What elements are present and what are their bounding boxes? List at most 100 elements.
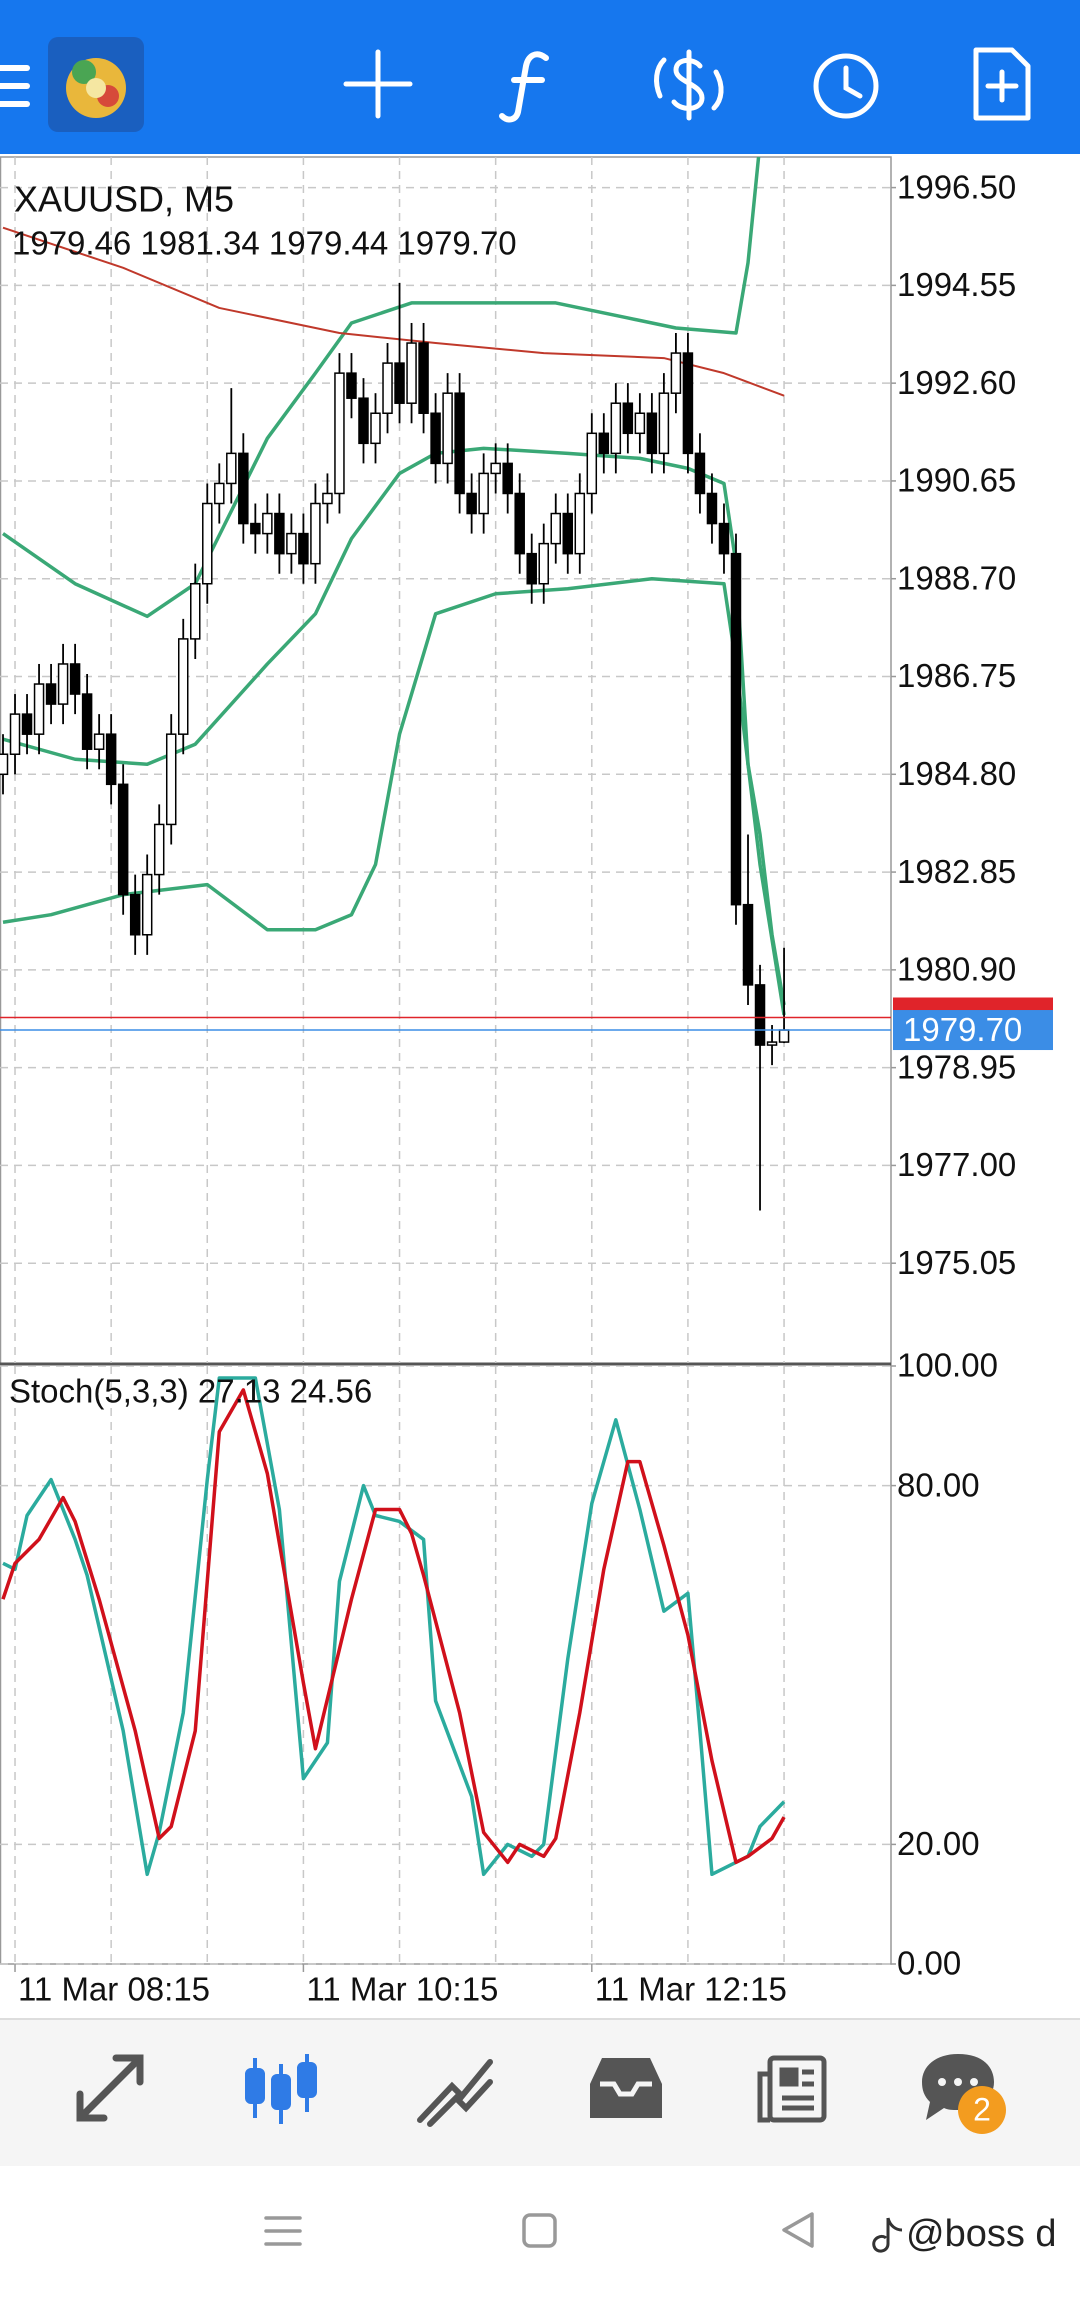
x-tick-label: 11 Mar 12:15 <box>595 1971 787 2008</box>
candle-body <box>9 713 21 755</box>
stoch-line <box>1 1388 786 1865</box>
candle-body <box>538 542 549 585</box>
candle-body <box>57 663 69 705</box>
candle-body <box>190 582 201 640</box>
stoch-panel: 100.00 80.00 20.00 0.00 11 Mar 08:15 11 Mar 1… <box>0 1347 998 2008</box>
candle-body <box>81 693 93 750</box>
candle-body <box>742 903 754 986</box>
candle-body <box>454 392 465 495</box>
candle-body <box>262 512 273 535</box>
y-tick-label: 100.00 <box>897 1347 998 1384</box>
candle-body <box>490 462 501 475</box>
bottom-nav <box>0 2019 1080 2166</box>
candle-body <box>586 432 598 495</box>
badge <box>958 2086 1006 2134</box>
indicator-line <box>2 576 786 1016</box>
candle-body <box>718 522 730 555</box>
candle-body <box>274 512 285 555</box>
menu-button[interactable] <box>0 65 30 107</box>
y-tick-label: 1982.85 <box>897 853 1016 890</box>
app-logo[interactable] <box>48 37 144 132</box>
watermark: @boss d <box>872 2213 1057 2255</box>
system-nav <box>264 2212 814 2248</box>
candle-body <box>177 638 189 735</box>
candle-body <box>69 663 81 695</box>
recents-button[interactable] <box>264 2216 302 2246</box>
candle-body <box>129 893 141 936</box>
candle-body <box>0 753 9 776</box>
indicators-button[interactable] <box>499 51 549 123</box>
x-tick-label: 11 Mar 10:15 <box>306 1971 498 2008</box>
chart-title: XAUUSD, M5 <box>14 179 234 220</box>
candle-body <box>646 412 658 455</box>
quotes-tab[interactable] <box>76 2054 144 2122</box>
y-tick-label: 1986.75 <box>897 657 1016 694</box>
badge-count: 2 <box>973 2091 991 2127</box>
candle-body <box>238 452 249 525</box>
back-button[interactable] <box>782 2212 814 2248</box>
y-tick-label: 1984.80 <box>897 755 1016 792</box>
crosshair-button[interactable] <box>343 49 413 119</box>
bid-label-box <box>893 1010 1053 1051</box>
candle-body <box>610 402 622 455</box>
candle-body <box>670 352 682 394</box>
y-tick-label: 1988.70 <box>897 559 1016 596</box>
candle-body <box>141 873 153 936</box>
candle-body <box>778 1029 790 1043</box>
candle-body <box>442 392 453 465</box>
candle-body <box>105 733 117 786</box>
chat-tab[interactable]: 2 <box>922 2054 1006 2134</box>
news-tab[interactable] <box>757 2055 827 2123</box>
candle-body <box>310 502 321 565</box>
candle-body <box>418 342 429 414</box>
candle-body <box>598 432 610 455</box>
candle-body <box>33 683 45 735</box>
indicator-line <box>2 157 761 619</box>
candle-body <box>562 512 574 555</box>
candle-body <box>406 342 417 404</box>
candle-body <box>754 984 766 1046</box>
candle-body <box>286 532 297 555</box>
candle-body <box>298 532 309 565</box>
candle-body <box>202 502 213 585</box>
candle-body <box>346 372 357 399</box>
candle-body <box>694 452 706 495</box>
y-tick-label: 1990.65 <box>897 462 1016 499</box>
chart-tab[interactable] <box>245 2054 317 2124</box>
candle-body <box>45 683 57 705</box>
candle-body <box>358 397 369 445</box>
indicator-line <box>2 226 785 397</box>
history-button[interactable] <box>813 53 879 119</box>
x-tick-label: 11 Mar 08:15 <box>18 1971 210 2008</box>
stoch-title: Stoch(5,3,3) 27.13 24.56 <box>9 1373 372 1410</box>
candle-body <box>226 452 237 485</box>
candle-body <box>334 372 345 495</box>
candle-body <box>117 783 129 896</box>
candle-body <box>658 392 670 455</box>
y-tick-label: 0.00 <box>897 1945 961 1982</box>
candle-body <box>214 482 225 505</box>
candle-body <box>526 552 537 585</box>
candle-body <box>466 492 477 515</box>
candle-body <box>165 733 177 826</box>
candle-body <box>322 492 333 505</box>
bid-label: 1979.70 <box>903 1011 1022 1048</box>
trade-button[interactable] <box>654 49 724 121</box>
trade-tab[interactable] <box>417 2059 493 2127</box>
history-tab[interactable] <box>590 2058 662 2118</box>
candle-body <box>634 412 646 435</box>
ohlc-label: 1979.46 1981.34 1979.44 1979.70 <box>12 225 517 262</box>
y-tick-label: 1994.55 <box>897 266 1016 303</box>
candle-body <box>478 472 489 515</box>
candle-body <box>93 733 105 750</box>
candle-body <box>502 462 513 495</box>
candle-body <box>430 412 441 465</box>
candle-body <box>550 512 561 545</box>
home-button[interactable] <box>522 2213 557 2248</box>
new-order-button[interactable] <box>973 47 1031 121</box>
candle-body <box>574 492 586 555</box>
y-tick-label: 1996.50 <box>897 168 1016 205</box>
candle-body <box>622 402 634 435</box>
